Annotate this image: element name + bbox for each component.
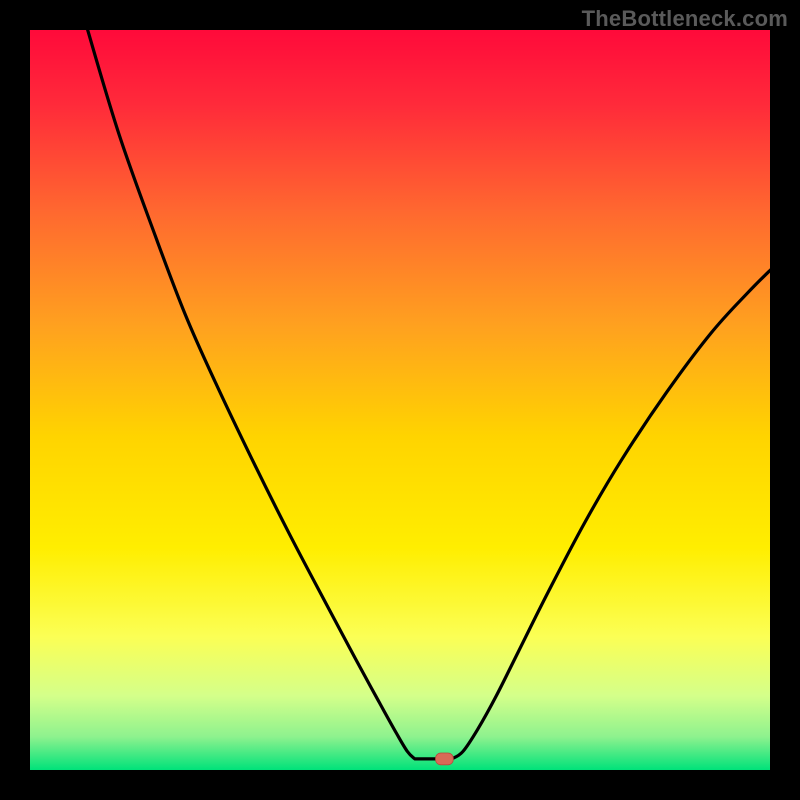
chart-svg xyxy=(0,0,800,800)
bottleneck-chart: TheBottleneck.com xyxy=(0,0,800,800)
chart-background-gradient xyxy=(30,30,770,770)
optimal-point-marker xyxy=(436,753,454,765)
watermark-text: TheBottleneck.com xyxy=(582,6,788,32)
